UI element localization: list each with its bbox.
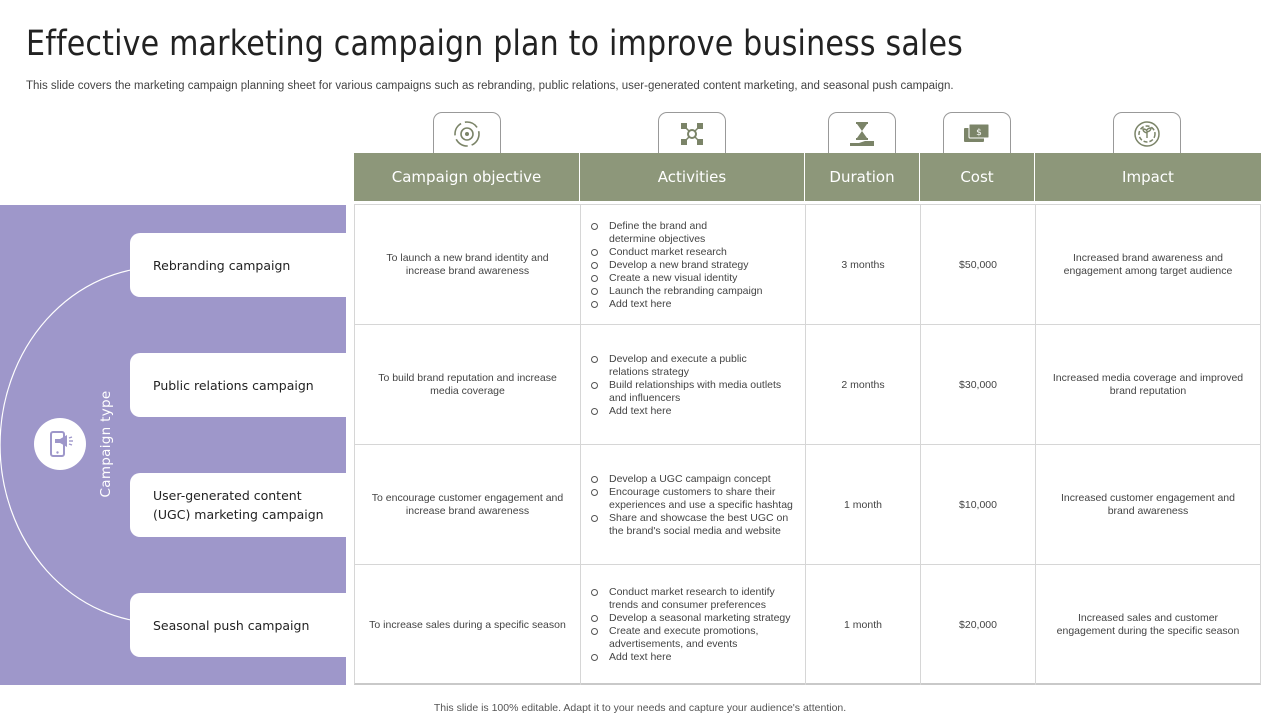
activities-list: Develop and execute a public relations s… (591, 353, 793, 418)
table-row: To increase sales during a specific seas… (355, 565, 1260, 685)
cost-cell: $20,000 (921, 565, 1036, 685)
activity-item: Develop a new brand strategy (591, 259, 763, 272)
activity-item: Conduct market research to identify tren… (591, 586, 793, 612)
activity-item: Launch the rebranding campaign (591, 285, 763, 298)
money-icon: $ (943, 112, 1011, 154)
activity-item: Conduct market research (591, 246, 763, 259)
page-subtitle: This slide covers the marketing campaign… (26, 80, 954, 92)
table-header: Campaign objective Activities Duration C… (354, 153, 1261, 201)
duration-cell: 1 month (806, 565, 921, 685)
activity-item: Share and showcase the best UGC on the b… (591, 512, 793, 538)
header-cost: Cost (920, 153, 1035, 201)
campaign-card-seasonal: Seasonal push campaign (130, 593, 346, 657)
activity-item: Define the brand and determine objective… (591, 220, 729, 246)
campaign-card-ugc: User-generated content (UGC) marketing c… (130, 473, 346, 537)
hourglass-hand-icon (828, 112, 896, 154)
objective-cell: To increase sales during a specific seas… (355, 565, 581, 685)
objective-cell: To launch a new brand identity and incre… (355, 205, 581, 325)
campaign-name: Public relations campaign (153, 377, 314, 393)
header-impact: Impact (1122, 168, 1174, 186)
activity-item: Develop a seasonal marketing strategy (591, 612, 793, 625)
campaign-type-label: Campaign type (98, 390, 114, 498)
campaign-card-public-relations: Public relations campaign (130, 353, 346, 417)
footer-note: This slide is 100% editable. Adapt it to… (433, 702, 847, 714)
campaign-table: To launch a new brand identity and incre… (354, 204, 1261, 685)
activity-item: Add text here (591, 298, 763, 311)
activities-cell: Conduct market research to identify tren… (581, 565, 806, 685)
impact-cell: Increased sales and customer engagement … (1056, 612, 1240, 637)
activity-item: Create a new visual identity (591, 272, 763, 285)
cost-cell: $10,000 (921, 445, 1036, 565)
table-row: To build brand reputation and increase m… (355, 325, 1260, 445)
growth-circle-icon (1113, 112, 1181, 154)
network-nodes-icon (658, 112, 726, 154)
duration-cell: 2 months (806, 325, 921, 445)
activity-item: Build relationships with media outlets a… (591, 379, 793, 405)
activity-item: Add text here (591, 651, 793, 664)
duration-cell: 1 month (806, 445, 921, 565)
header-icon-tabs: $ (0, 112, 1280, 154)
megaphone-phone-icon (34, 418, 86, 470)
activity-item: Create and execute promotions, advertise… (591, 625, 779, 651)
activities-cell: Define the brand and determine objective… (581, 205, 806, 325)
page-title: Effective marketing campaign plan to imp… (26, 24, 964, 64)
table-row: To launch a new brand identity and incre… (355, 205, 1260, 325)
impact-cell: Increased media coverage and improved br… (1052, 372, 1244, 397)
activity-item: Develop and execute a public relations s… (591, 353, 769, 379)
objective-cell: To encourage customer engagement and inc… (355, 445, 581, 565)
activity-item: Develop a UGC campaign concept (591, 473, 793, 486)
decorative-arc (0, 266, 161, 624)
campaign-name: User-generated content (UGC) marketing c… (153, 488, 324, 522)
impact-cell: Increased customer engagement and brand … (1061, 492, 1235, 517)
activities-list: Conduct market research to identify tren… (591, 586, 793, 664)
header-campaign-objective: Campaign objective (354, 153, 580, 201)
header-activities: Activities (580, 153, 805, 201)
activity-item: Encourage customers to share their exper… (591, 486, 793, 512)
campaign-name: Seasonal push campaign (153, 617, 310, 633)
target-cycle-icon (433, 112, 501, 154)
objective-cell: To build brand reputation and increase m… (355, 325, 581, 445)
table-row: To encourage customer engagement and inc… (355, 445, 1260, 565)
activities-cell: Develop a UGC campaign concept Encourage… (581, 445, 806, 565)
impact-cell: Increased brand awareness and engagement… (1063, 252, 1233, 277)
activities-list: Define the brand and determine objective… (591, 220, 763, 311)
campaign-name: Rebranding campaign (153, 257, 291, 273)
activities-list: Develop a UGC campaign concept Encourage… (591, 473, 793, 538)
svg-text:$: $ (976, 128, 982, 138)
cost-cell: $30,000 (921, 325, 1036, 445)
header-duration: Duration (805, 153, 920, 201)
duration-cell: 3 months (806, 205, 921, 325)
cost-cell: $50,000 (921, 205, 1036, 325)
activity-item: Add text here (591, 405, 793, 418)
campaign-card-rebranding: Rebranding campaign (130, 233, 346, 297)
activities-cell: Develop and execute a public relations s… (581, 325, 806, 445)
campaign-type-panel: Campaign type Rebranding campaign Public… (0, 205, 346, 685)
